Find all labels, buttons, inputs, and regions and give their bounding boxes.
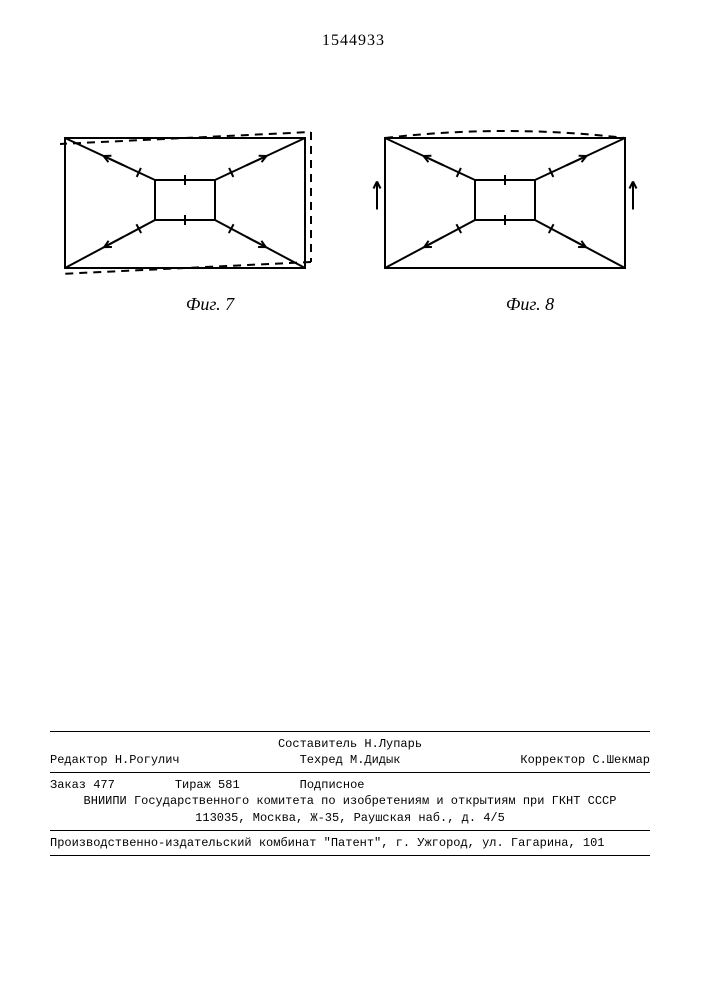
compiler-name: Н.Лупарь xyxy=(364,737,422,751)
figure-7-caption: Фиг. 7 xyxy=(186,294,234,315)
figure-8-diagram xyxy=(370,120,650,290)
corrector-name: С.Шекмар xyxy=(592,753,650,767)
corrector-label: Корректор xyxy=(520,753,585,767)
figure-row: Фиг. 7 Фиг. 8 xyxy=(60,120,650,315)
footer-block: Составитель Н.Лупарь Редактор Н.Рогулич … xyxy=(50,727,650,860)
order-cell: Заказ 477 xyxy=(50,777,115,793)
rule-top xyxy=(50,731,650,732)
order-no: 477 xyxy=(93,778,115,792)
subscription: Подписное xyxy=(300,777,365,793)
credits-row: Редактор Н.Рогулич Техред М.Дидык Коррек… xyxy=(50,752,650,768)
document-number: 1544933 xyxy=(0,32,707,50)
techred-cell: Техред М.Дидык xyxy=(300,752,401,768)
figure-8-block: Фиг. 8 xyxy=(370,120,650,315)
compiler-label: Составитель xyxy=(278,737,357,751)
techred-label: Техред xyxy=(300,753,343,767)
figure-7-diagram xyxy=(60,120,320,290)
tirazh-cell: Тираж 581 xyxy=(175,777,240,793)
rule-2 xyxy=(50,772,650,773)
figure-8-caption: Фиг. 8 xyxy=(506,294,554,315)
compiler-line: Составитель Н.Лупарь xyxy=(50,736,650,752)
techred-name: М.Дидык xyxy=(350,753,400,767)
rule-bottom xyxy=(50,855,650,856)
editor-name: Н.Рогулич xyxy=(115,753,180,767)
figures-region: Фиг. 7 Фиг. 8 xyxy=(60,120,650,315)
org-line-2: 113035, Москва, Ж-35, Раушская наб., д. … xyxy=(50,810,650,826)
editor-label: Редактор xyxy=(50,753,108,767)
tirazh-label: Тираж xyxy=(175,778,211,792)
order-label: Заказ xyxy=(50,778,86,792)
corrector-cell: Корректор С.Шекмар xyxy=(520,752,650,768)
order-row: Заказ 477 Тираж 581 Подписное xyxy=(50,777,650,793)
org-line-1: ВНИИПИ Государственного комитета по изоб… xyxy=(50,793,650,809)
page: 1544933 Фиг. 7 Фиг. 8 Составитель Н.Лупа… xyxy=(0,0,707,1000)
rule-3 xyxy=(50,830,650,831)
figure-7-block: Фиг. 7 xyxy=(60,120,320,315)
editor-cell: Редактор Н.Рогулич xyxy=(50,752,180,768)
printer-line: Производственно-издательский комбинат "П… xyxy=(50,835,650,851)
tirazh-no: 581 xyxy=(218,778,240,792)
